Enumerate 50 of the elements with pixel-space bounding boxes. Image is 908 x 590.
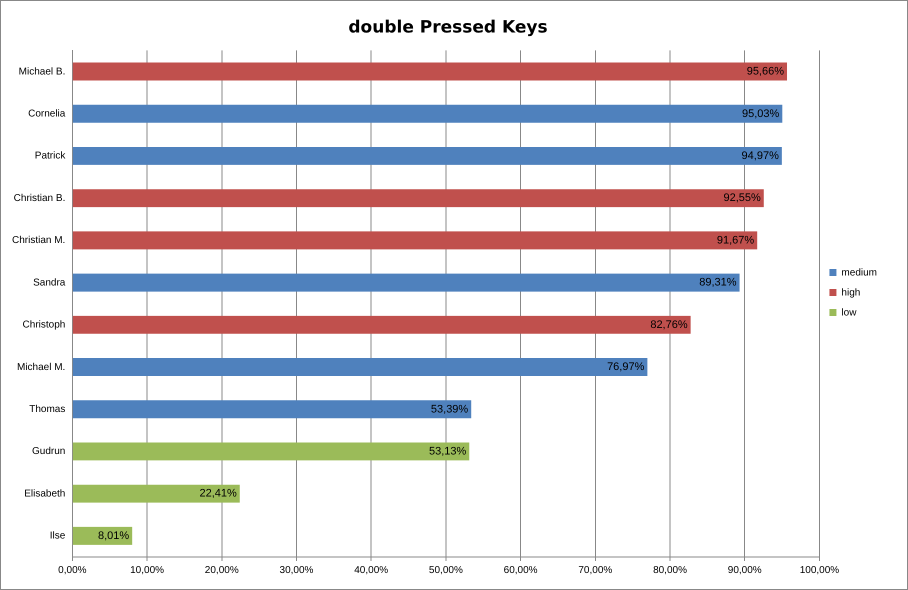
x-tick-label: 40,00% — [354, 564, 388, 576]
x-tick-label: 30,00% — [280, 564, 314, 576]
data-label: 53,39% — [430, 403, 468, 416]
y-tick-label: Sandra — [33, 277, 66, 288]
y-tick-label: Elisabeth — [24, 488, 66, 500]
bar — [72, 104, 782, 123]
data-label: 95,66% — [746, 66, 784, 78]
legend-label: low — [841, 307, 858, 318]
bar — [72, 316, 691, 334]
data-label: 8,01% — [98, 530, 130, 542]
y-tick-label: Gudrun — [32, 446, 66, 458]
y-tick-label: Christian M. — [12, 235, 66, 246]
chart-title: double Pressed Keys — [348, 18, 548, 38]
data-label: 53,13% — [428, 445, 466, 458]
bar — [72, 231, 758, 250]
x-tick-label: 50,00% — [428, 564, 463, 576]
x-tick-label: 80,00% — [653, 564, 688, 576]
y-tick-label: Michael M. — [16, 362, 66, 373]
y-tick-label: Christian B. — [14, 192, 66, 204]
data-label: 94,97% — [742, 150, 780, 162]
y-tick-label: Ilse — [50, 530, 66, 542]
data-label: 82,76% — [650, 318, 688, 331]
y-tick-label: Thomas — [29, 404, 66, 415]
bar — [72, 358, 648, 376]
y-tick-label: Michael B. — [18, 66, 66, 78]
bar — [72, 442, 470, 460]
data-label: 89,31% — [699, 276, 737, 289]
x-tick-label: 0,00% — [58, 564, 87, 576]
x-tick-label: 60,00% — [504, 564, 538, 576]
x-tick-label: 70,00% — [578, 564, 612, 576]
data-label: 76,97% — [607, 361, 645, 374]
legend-label: high — [841, 287, 860, 298]
y-tick-label: Christoph — [22, 320, 66, 331]
x-tick-label: 100,00% — [800, 564, 840, 576]
legend-label: medium — [841, 267, 878, 278]
data-label: 91,67% — [716, 234, 754, 246]
x-tick-label: 90,00% — [728, 564, 762, 576]
x-tick-label: 20,00% — [204, 564, 239, 576]
bar — [72, 484, 240, 503]
bar — [72, 189, 764, 208]
y-tick-label: Patrick — [34, 150, 66, 162]
x-tick-label: 10,00% — [130, 564, 164, 576]
bar — [72, 146, 782, 165]
y-tick-label: Cornelia — [28, 108, 66, 120]
data-label: 92,55% — [723, 192, 761, 204]
data-label: 22,41% — [199, 488, 237, 500]
bar — [72, 400, 472, 418]
bar — [72, 62, 788, 80]
bar — [72, 274, 740, 292]
data-label: 95,03% — [742, 108, 780, 120]
